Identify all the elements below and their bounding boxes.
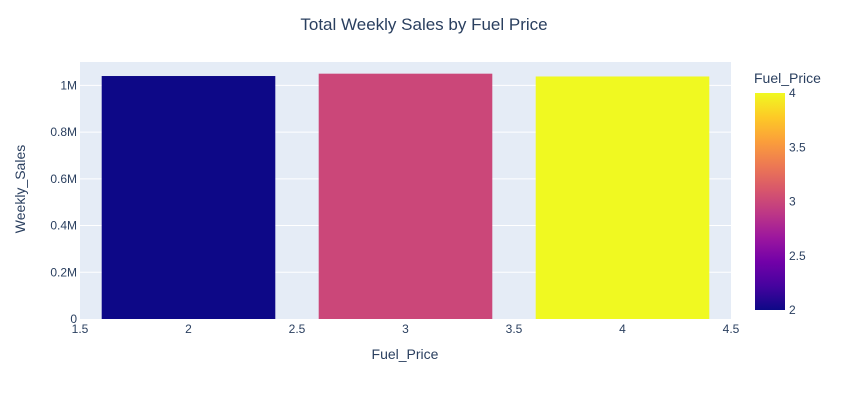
y-tick-label: 1M [60, 78, 77, 92]
y-axis-title: Weekly_Sales [12, 145, 28, 233]
bar [535, 76, 710, 320]
colorbar-gradient [755, 93, 785, 310]
x-axis-ticks: 1.5 2 2.5 3 3.5 4 4.5 [72, 322, 740, 336]
x-tick-label: 3.5 [506, 322, 523, 336]
y-tick-label: 0.8M [50, 125, 77, 139]
y-tick-label: 0.6M [50, 172, 77, 186]
bar [318, 73, 493, 319]
bars [101, 73, 710, 320]
chart-title: Total Weekly Sales by Fuel Price [300, 15, 547, 34]
y-tick-label: 0.2M [50, 265, 77, 279]
x-tick-label: 1.5 [72, 322, 89, 336]
colorbar-tick-label: 4 [789, 86, 796, 100]
colorbar-tick-label: 2 [789, 303, 796, 317]
y-tick-label: 0.4M [50, 219, 77, 233]
y-tick-label: 0 [70, 312, 77, 326]
colorbar-tick-label: 3 [789, 195, 796, 209]
x-tick-label: 2 [185, 322, 192, 336]
y-axis-ticks: 0 0.2M 0.4M 0.6M 0.8M 1M [50, 78, 77, 326]
x-tick-label: 4.5 [723, 322, 740, 336]
x-tick-label: 4 [619, 322, 626, 336]
x-tick-label: 3 [402, 322, 409, 336]
colorbar-title: Fuel_Price [754, 70, 821, 86]
colorbar: Fuel_Price 2 2.5 3 3.5 4 [754, 70, 821, 317]
colorbar-tick-label: 3.5 [789, 140, 806, 154]
colorbar-ticks: 2 2.5 3 3.5 4 [789, 86, 806, 317]
colorbar-tick-label: 2.5 [789, 249, 806, 263]
bar [101, 76, 276, 319]
x-axis-title: Fuel_Price [372, 346, 439, 362]
x-tick-label: 2.5 [289, 322, 306, 336]
